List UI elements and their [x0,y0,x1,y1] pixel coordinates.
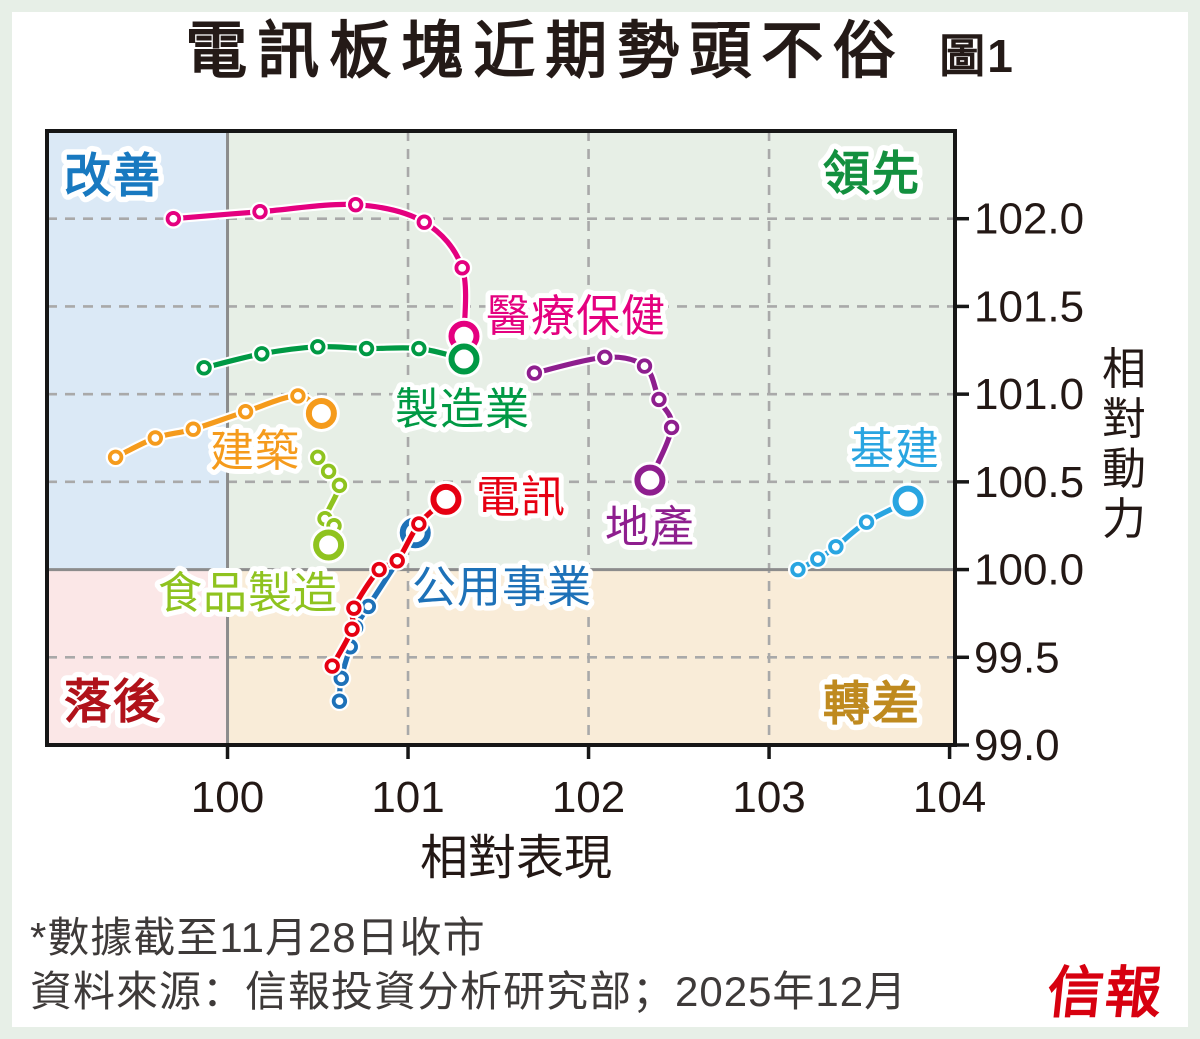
y-axis-title: 力 [1102,495,1146,544]
y-axis-title: 對 [1102,395,1146,444]
x-tick-label: 100 [191,773,264,822]
series-marker-telecom [324,658,340,674]
y-tick-label: 99.5 [974,633,1060,682]
data-cutoff-note: *數據截至11月28日收市 [30,914,486,961]
series-latest-marker-food [313,529,345,561]
series-marker-construction [147,430,164,446]
y-tick-label: 100.5 [974,458,1084,507]
series-latest-marker-property [634,464,666,496]
x-tick-label: 103 [732,773,805,822]
series-marker-healthcare [347,196,364,213]
x-axis-title: 相對表現 [420,832,612,885]
y-tick-label: 101.5 [974,282,1084,331]
series-marker-healthcare [454,260,470,276]
series-marker-property [597,349,613,366]
series-marker-telecom [344,621,360,637]
series-marker-telecom [371,561,387,578]
header: 電訊板塊近期勢頭不俗 圖1 [0,10,1200,94]
series-marker-property [651,391,667,408]
series-marker-manufacturing [310,339,326,355]
x-tick-label: 102 [552,773,625,822]
series-label-property: 地產 [605,503,695,552]
y-tick-label: 101.0 [974,370,1084,419]
series-marker-telecom [346,600,362,616]
x-tick-label: 104 [913,773,986,822]
series-marker-property [663,419,680,436]
series-label-construction: 建築 [210,427,300,476]
series-marker-manufacturing [196,360,212,376]
series-label-telecom: 電訊 [476,473,566,522]
plot-border [45,129,957,747]
series-marker-infrastructure [828,539,844,555]
series-latest-marker-manufacturing [448,343,480,375]
series-marker-construction [237,403,254,420]
quadrant-label-lagging: 落後 [64,675,162,728]
series-marker-healthcare [416,214,432,230]
quadrant-label-leading: 領先 [823,147,921,200]
series-marker-infrastructure [810,551,826,567]
series-latest-marker-infrastructure [892,485,924,517]
series-latest-marker-construction [305,397,337,429]
series-marker-construction [290,388,306,404]
series-marker-food [331,477,348,494]
y-tick-label: 100.0 [974,546,1084,595]
series-label-infrastructure: 基建 [850,425,940,474]
y-tick-label: 102.0 [974,195,1084,244]
series-label-manufacturing: 製造業 [395,385,530,434]
y-axis-title: 動 [1102,445,1146,494]
series-marker-manufacturing [411,340,427,357]
quadrant-bg-improving [47,131,228,570]
series-marker-construction [107,449,124,465]
page-title: 電訊板塊近期勢頭不俗 [185,17,906,86]
series-marker-telecom [411,516,427,532]
series-label-healthcare: 醫療保健 [486,292,666,341]
series-marker-utilities [360,598,377,615]
series-marker-property [636,358,653,374]
series-marker-infrastructure [790,561,806,578]
figure-number: 圖1 [939,30,1015,82]
source-note: 資料來源：信報投資分析研究部；2025年12月 [30,968,908,1015]
series-marker-utilities [333,670,349,687]
quadrant-label-improving: 改善 [64,149,162,202]
series-latest-marker-telecom [430,483,462,515]
series-label-food: 食品製造 [158,569,338,618]
y-tick-label: 99.0 [974,721,1060,770]
series-marker-healthcare [252,203,268,220]
quadrant-label-weakening: 轉差 [823,677,921,730]
hkej-logo: 信報 [1044,961,1167,1024]
y-axis-title: 相 [1102,345,1146,394]
x-tick-label: 101 [371,773,444,822]
series-marker-utilities [331,693,348,709]
series-marker-food [320,463,337,480]
series-marker-manufacturing [254,346,270,362]
series-label-utilities: 公用事業 [412,563,592,612]
series-marker-property [526,365,543,381]
series-marker-telecom [389,553,405,569]
series-marker-food [310,449,326,465]
series-marker-construction [185,421,201,437]
series-marker-manufacturing [358,340,375,357]
series-marker-healthcare [165,211,182,227]
series-marker-infrastructure [858,514,875,530]
